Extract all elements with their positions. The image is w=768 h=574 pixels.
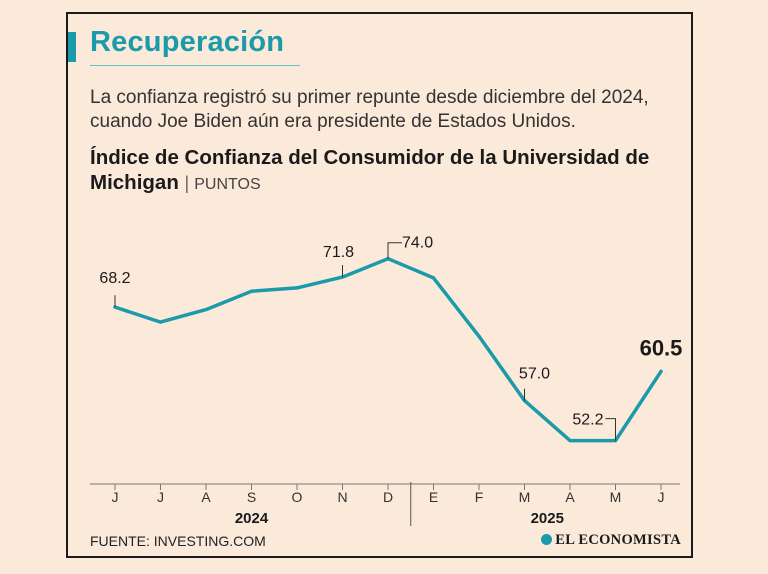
label-leader bbox=[605, 418, 616, 441]
x-tick-label: M bbox=[519, 489, 531, 505]
x-tick-label: J bbox=[157, 489, 164, 505]
data-point bbox=[477, 334, 481, 338]
x-tick-label: E bbox=[429, 489, 438, 505]
data-label: 74.0 bbox=[402, 235, 433, 252]
subtitle: La confianza registró su primer repunte … bbox=[90, 87, 649, 132]
data-label-latest: 60.5 bbox=[640, 335, 683, 360]
chart-title-block: Índice de Confianza del Consumidor de la… bbox=[90, 145, 690, 197]
data-label: 52.2 bbox=[572, 412, 603, 429]
line-chart: J J A S O N D E F M A M J 2024 2025 68.2 71.8 74.0 57.0 52… bbox=[90, 235, 683, 527]
data-point bbox=[431, 276, 436, 280]
data-point bbox=[158, 320, 163, 324]
x-tick-label: J bbox=[112, 489, 119, 505]
data-point bbox=[249, 289, 254, 293]
data-point bbox=[659, 369, 663, 373]
label-leader bbox=[387, 242, 402, 259]
chart-title: Índice de Confianza del Consumidor de la… bbox=[90, 146, 650, 194]
x-tick-label: A bbox=[201, 489, 211, 505]
year-label: 2025 bbox=[531, 510, 564, 527]
globe-icon bbox=[541, 534, 553, 545]
chart-unit-label: PUNTOS bbox=[194, 176, 261, 193]
x-tick-label: A bbox=[565, 489, 575, 505]
chart-title-separator: | bbox=[184, 173, 195, 193]
brand-name: EL ECONOMISTA bbox=[555, 532, 681, 548]
x-tick-label: M bbox=[610, 489, 622, 505]
x-tick-label: D bbox=[383, 489, 393, 505]
x-tick-label: J bbox=[658, 489, 665, 505]
data-label: 68.2 bbox=[99, 270, 130, 287]
x-tick-label: N bbox=[337, 489, 347, 505]
x-tick-label: O bbox=[292, 489, 303, 505]
x-tick-label: F bbox=[475, 489, 484, 505]
source-note: FUENTE: INVESTING.COM bbox=[90, 533, 266, 549]
title-accent-bar bbox=[68, 32, 76, 62]
data-point bbox=[568, 439, 572, 443]
data-point bbox=[295, 286, 299, 290]
brand-logo: EL ECONOMISTA bbox=[541, 532, 681, 549]
x-tick-label: S bbox=[247, 489, 256, 505]
data-label: 71.8 bbox=[323, 244, 354, 261]
page-title: Recuperación bbox=[90, 26, 285, 58]
data-point bbox=[204, 308, 208, 312]
title-underline bbox=[90, 65, 300, 66]
year-label: 2024 bbox=[235, 510, 269, 527]
chart-card: Recuperación La confianza registró su pr… bbox=[66, 12, 693, 558]
data-label: 57.0 bbox=[519, 366, 550, 383]
